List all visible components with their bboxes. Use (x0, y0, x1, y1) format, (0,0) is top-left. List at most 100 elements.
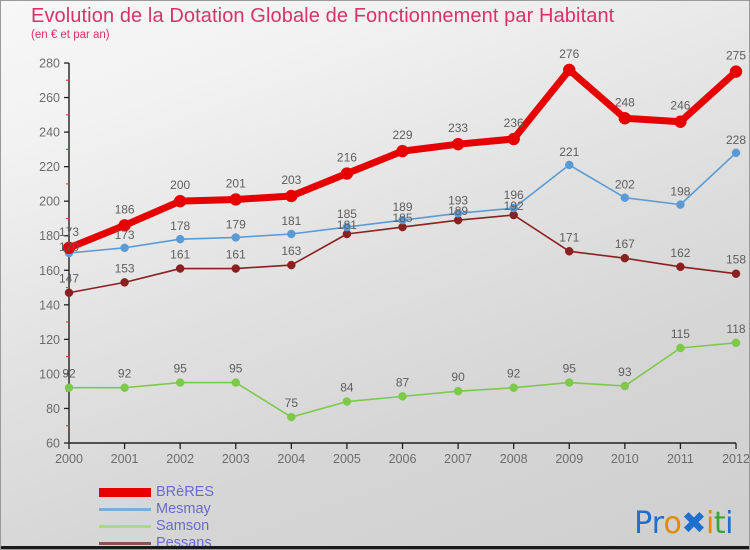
legend-item-label: Samson (156, 518, 210, 534)
bottom-rule (1, 546, 749, 549)
data-point-label: 95 (173, 362, 187, 376)
legend-item[interactable]: Samson (99, 518, 419, 535)
y-axis-tick-label: 220 (39, 160, 60, 174)
data-point (287, 229, 296, 239)
x-axis-tick-label: 2007 (444, 452, 472, 466)
data-point-label: 173 (115, 228, 135, 242)
data-point (118, 219, 131, 232)
data-point-label: 171 (559, 230, 579, 244)
y-axis-tick-label: 260 (39, 91, 60, 105)
legend-swatch-icon (99, 508, 151, 511)
legend-item-label: BRèRES (156, 484, 215, 500)
legend-item[interactable]: Mesmay (99, 501, 419, 518)
data-point (565, 160, 574, 170)
data-point (451, 137, 465, 151)
logo-letter-r: r (651, 506, 664, 541)
data-point (563, 63, 576, 77)
data-point-label: 200 (170, 178, 190, 192)
data-point (342, 397, 352, 406)
data-point (509, 383, 518, 392)
data-point-label: 193 (448, 193, 468, 207)
data-point-label: 196 (504, 188, 524, 202)
data-point-label: 92 (507, 367, 521, 381)
legend-swatch-icon (99, 488, 151, 497)
x-axis-tick-label: 2012 (722, 452, 750, 466)
legend-item-label: Pessans (156, 535, 212, 550)
x-axis-tick-label: 2001 (111, 452, 139, 466)
data-point (175, 264, 185, 273)
data-point (173, 194, 187, 208)
x-axis-tick-label: 2004 (277, 452, 305, 466)
line-chart: 60 80 100 120 140 160 180 200 220 240 260 280 2000 20… (39, 47, 750, 466)
data-point (731, 338, 741, 348)
data-point (120, 278, 129, 287)
legend-item[interactable]: Pessans (99, 535, 419, 550)
y-axis-tick-label: 160 (39, 264, 60, 278)
data-point (62, 241, 76, 255)
x-axis-tick-label: 2008 (500, 452, 528, 466)
data-point-label: 161 (170, 248, 190, 262)
data-point (676, 343, 685, 353)
data-point-label: 158 (726, 253, 746, 267)
data-point (396, 144, 409, 158)
data-point-label: 163 (281, 244, 301, 258)
data-point (565, 378, 574, 387)
data-point-label: 203 (281, 173, 301, 187)
data-point-label: 229 (392, 128, 412, 142)
x-axis-tick-label: 2011 (667, 452, 694, 466)
data-point-label: 236 (504, 116, 524, 130)
data-point-label: 170 (59, 240, 79, 254)
logo-letter-t: t (713, 506, 726, 541)
data-point (287, 260, 296, 270)
data-point-label: 75 (285, 396, 299, 410)
legend-item[interactable]: BRèRES (99, 484, 419, 501)
data-point-label: 233 (448, 121, 468, 135)
data-point-label: 202 (615, 178, 635, 192)
proxiti-logo: Pro✖iti (634, 506, 733, 541)
data-point (287, 412, 296, 422)
data-point-label: 275 (726, 49, 746, 63)
title-block: Evolution de la Dotation Globale de Fonc… (31, 5, 731, 41)
data-point-label: 189 (448, 204, 468, 218)
data-point-label: 186 (115, 202, 135, 216)
y-axis-tick-label: 280 (39, 57, 60, 71)
y-axis-tick-label: 240 (39, 126, 60, 140)
data-point (676, 262, 685, 272)
data-point-label: 84 (340, 381, 354, 395)
data-point (64, 383, 74, 392)
data-point (618, 112, 632, 125)
data-point-label: 153 (115, 261, 135, 275)
data-point (620, 381, 630, 391)
y-axis-tick-label: 80 (46, 402, 60, 416)
data-point (565, 247, 574, 256)
data-point-label: 201 (226, 176, 246, 190)
data-point (231, 233, 240, 242)
data-point-label: 181 (281, 214, 301, 228)
data-point (453, 386, 463, 396)
legend-swatch-icon (99, 525, 151, 528)
data-point-label: 93 (618, 365, 632, 379)
data-point-label: 192 (504, 199, 524, 213)
data-point-label: 115 (671, 327, 690, 341)
data-point-label: 185 (392, 211, 412, 225)
data-point-label: 147 (59, 272, 79, 286)
data-point-label: 90 (451, 370, 465, 384)
data-point-label: 92 (62, 367, 76, 381)
x-axis-tick-label: 2005 (333, 452, 361, 466)
data-point (453, 209, 463, 218)
data-point (64, 288, 74, 297)
data-point (120, 243, 129, 253)
data-point (229, 193, 242, 206)
data-point (620, 253, 630, 263)
data-point (509, 203, 518, 213)
data-point-label: 92 (118, 367, 132, 381)
y-axis-tick-label: 140 (39, 298, 60, 312)
data-point-label: 221 (559, 145, 579, 159)
x-axis-tick-label: 2009 (555, 452, 583, 466)
data-point (120, 383, 129, 392)
chart-subtitle: (en € et par an) (31, 29, 110, 41)
data-point (285, 189, 298, 203)
data-point (729, 65, 743, 78)
data-point (731, 148, 741, 158)
y-axis-tick-label: 200 (39, 195, 60, 209)
